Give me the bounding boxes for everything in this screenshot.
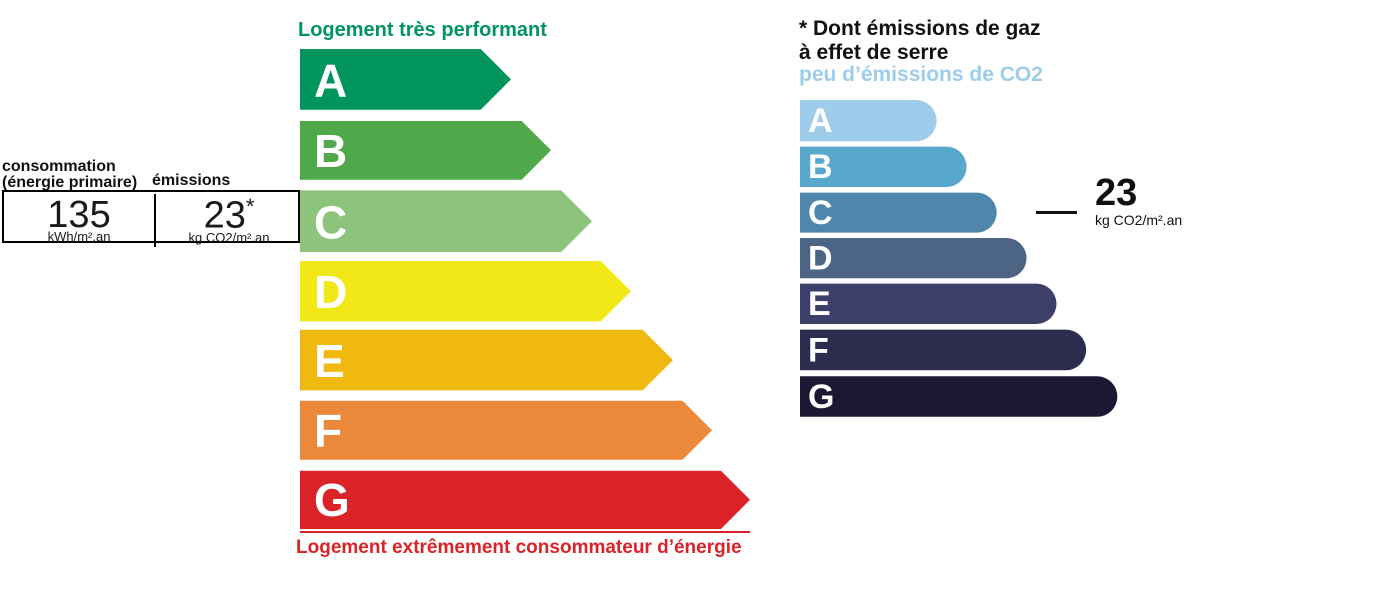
svg-text:F: F	[808, 331, 829, 369]
svg-text:F: F	[314, 405, 342, 457]
svg-text:C: C	[314, 196, 347, 248]
svg-text:B: B	[808, 148, 833, 186]
svg-text:D: D	[808, 239, 833, 277]
svg-text:E: E	[808, 285, 831, 323]
svg-text:B: B	[314, 125, 347, 177]
svg-text:G: G	[314, 474, 350, 526]
svg-text:A: A	[808, 102, 833, 140]
svg-text:G: G	[808, 378, 834, 416]
svg-text:C: C	[808, 193, 833, 231]
svg-text:A: A	[314, 54, 347, 106]
svg-text:E: E	[314, 335, 345, 387]
svg-text:D: D	[314, 266, 347, 318]
